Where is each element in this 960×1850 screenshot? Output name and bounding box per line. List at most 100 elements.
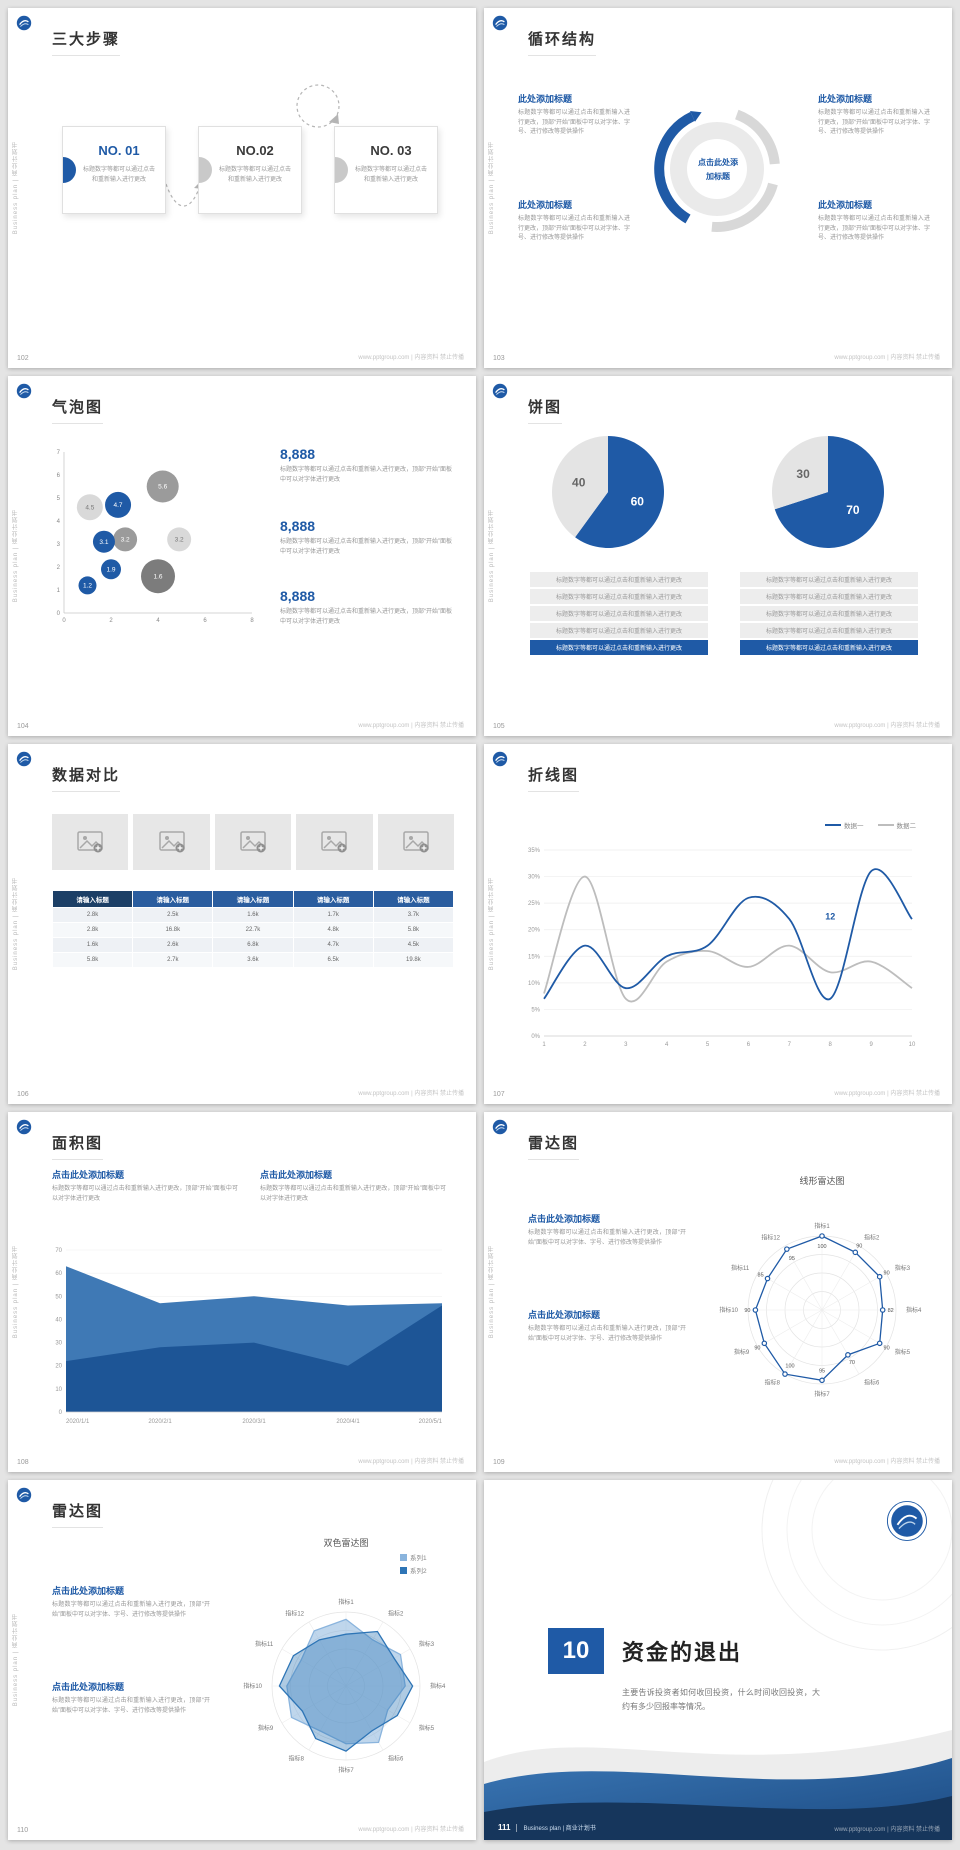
svg-text:20: 20 <box>55 1364 62 1370</box>
picture-icon <box>77 831 103 853</box>
image-placeholder <box>214 814 292 870</box>
step-number: NO. 01 <box>98 143 140 158</box>
slide-title: 循环结构 <box>528 28 597 56</box>
slide-107-line-chart[interactable]: Business plan | 商业计划书 折线图 数据一 数据二 0% 5% 10… <box>484 744 952 1104</box>
svg-text:指标6: 指标6 <box>388 1755 404 1763</box>
section-heading-row: 10 资金的退出 <box>548 1628 742 1674</box>
cycle-diagram <box>654 109 780 233</box>
svg-text:3.2: 3.2 <box>121 537 130 544</box>
svg-text:指标1: 指标1 <box>338 1598 354 1606</box>
page-number: 109 <box>493 1459 505 1466</box>
step-box-1: NO. 01 标题数字等都可以通过点击和重新输入进行更改 <box>62 126 166 214</box>
legend-swatch-icon <box>825 824 841 826</box>
svg-text:2020/2/1: 2020/2/1 <box>148 1419 172 1425</box>
page-number: 111 <box>498 1823 511 1832</box>
slide-108-area-chart[interactable]: Business plan | 商业计划书 面积图 点击此处添加标题 标题数字等… <box>8 1112 476 1472</box>
svg-text:20%: 20% <box>528 928 541 934</box>
slide-110-radar-dual[interactable]: Business plan | 商业计划书 雷达图 点击此处添加标题 标题数字等… <box>8 1480 476 1840</box>
side-brand-label: Business plan | 商业计划书 <box>489 877 495 971</box>
svg-text:40: 40 <box>572 475 586 489</box>
step-marker-icon <box>199 157 212 183</box>
cycle-center-title: 点击此处添加标题 <box>698 158 738 181</box>
slide-102-three-steps[interactable]: Business plan | 商业计划书 三大步骤 NO. 01 标题数字等都… <box>8 8 476 368</box>
svg-text:1.9: 1.9 <box>106 567 115 574</box>
footer-site-text: www.pptgroup.com | 内容资料 禁止传播 <box>358 1827 464 1833</box>
caption-bars-right: 标题数字等都可以通过点击和重新输入进行更改 标题数字等都可以通过点击和重新输入进… <box>740 572 918 655</box>
svg-text:2: 2 <box>109 618 113 624</box>
radar-chart-line: 指标1 指标2 指标3 指标4 指标5 指标6 指标7 指标8 指标9 指标10 指标11 指标12 1… <box>719 1222 922 1398</box>
svg-text:2: 2 <box>57 565 61 571</box>
legend-swatch-icon <box>877 824 894 826</box>
svg-text:6: 6 <box>747 1042 751 1048</box>
svg-text:60: 60 <box>631 495 645 509</box>
step-text: 标题数字等都可以通过点击和重新输入进行更改 <box>218 167 291 184</box>
svg-text:2020/5/1: 2020/5/1 <box>419 1419 443 1425</box>
svg-text:25%: 25% <box>528 901 541 907</box>
cover-waves-decoration <box>484 1730 952 1840</box>
svg-text:5%: 5% <box>531 1007 540 1013</box>
side-strip: Business plan | 商业计划书 <box>8 744 23 1104</box>
svg-text:4: 4 <box>57 519 61 525</box>
side-brand-label: Business plan | 商业计划书 <box>489 509 495 603</box>
picture-icon <box>403 831 429 853</box>
side-brand-label: Business plan | 商业计划书 <box>489 141 495 235</box>
svg-text:指标9: 指标9 <box>734 1348 750 1356</box>
slide-title: 雷达图 <box>52 1500 104 1528</box>
radar-chart-dual: 指标1 指标2 指标3 指标4 指标5 指标6 指标7 指标8 指标9 指标10 指标11 指标12 <box>243 1598 446 1774</box>
caption-bars-left: 标题数字等都可以通过点击和重新输入进行更改 标题数字等都可以通过点击和重新输入进… <box>530 572 708 655</box>
legend-label: 数据二 <box>896 823 917 830</box>
slide-103-cycle[interactable]: Business plan | 商业计划书 循环结构 点击此处添加标题 此处添加… <box>484 8 952 368</box>
block-title: 点击此处添加标题 <box>52 1170 125 1180</box>
side-brand-label: Business plan | 商业计划书 <box>13 877 19 971</box>
svg-text:9: 9 <box>869 1042 873 1048</box>
slide-title: 面积图 <box>52 1132 104 1160</box>
cycle-block-top-right: 此处添加标题 标题数字等都可以通过点击和重新输入进行更改，顶部“开始”面板中可以… <box>818 92 930 138</box>
svg-text:35%: 35% <box>528 848 541 854</box>
footer-site-text: www.pptgroup.com | 内容资料 禁止传播 <box>834 1091 940 1097</box>
svg-text:40: 40 <box>55 1317 62 1323</box>
slide-105-pie-charts[interactable]: Business plan | 商业计划书 饼图 60 40 70 30 标题数字等… <box>484 376 952 736</box>
svg-text:0: 0 <box>57 611 61 617</box>
image-placeholder <box>377 814 455 870</box>
radar-legend: 系列1 系列2 <box>400 1552 427 1575</box>
block-body: 标题数字等都可以通过点击和重新输入进行更改，顶部“开始”面板中可以对字体、字号、… <box>818 216 930 242</box>
block-title: 此处添加标题 <box>518 94 573 104</box>
side-strip: Business plan | 商业计划书 <box>8 376 23 736</box>
section-number: 10 <box>548 1628 604 1674</box>
svg-text:3: 3 <box>624 1042 628 1048</box>
side-brand-label: Business plan | 商业计划书 <box>13 1245 19 1339</box>
svg-text:5: 5 <box>706 1042 710 1048</box>
side-strip: Business plan | 商业计划书 <box>484 1112 499 1472</box>
block-body: 标题数字等都可以通过点击和重新输入进行更改，顶部“开始”面板中可以对字体、字号、… <box>528 1230 686 1246</box>
block-body: 标题数字等都可以通过点击和重新输入进行更改，顶部“开始”面板中可以对字体、字号、… <box>52 1602 210 1618</box>
block-body: 标题数字等都可以通过点击和重新输入进行更改，顶部“开始”面板中可以对字体、字号、… <box>528 1326 686 1342</box>
radar-heading-1: 点击此处添加标题 标题数字等都可以通过点击和重新输入进行更改，顶部“开始”面板中… <box>52 1584 210 1620</box>
block-title: 此处添加标题 <box>818 200 873 210</box>
svg-text:指标8: 指标8 <box>765 1379 781 1387</box>
side-brand-label: Business plan | 商业计划书 <box>13 509 19 603</box>
svg-text:2020/4/1: 2020/4/1 <box>336 1419 360 1425</box>
text-bar-highlight: 标题数字等都可以通过点击和重新输入进行更改 <box>530 640 708 655</box>
radar-heading-2: 点击此处添加标题 标题数字等都可以通过点击和重新输入进行更改，顶部“开始”面板中… <box>528 1308 686 1344</box>
svg-text:指标7: 指标7 <box>338 1766 354 1774</box>
svg-text:5.6: 5.6 <box>158 484 167 491</box>
slide-109-radar-line[interactable]: Business plan | 商业计划书 雷达图 点击此处添加标题 标题数字等… <box>484 1112 952 1472</box>
image-placeholder <box>133 814 210 870</box>
footer-site-text: www.pptgroup.com | 内容资料 禁止传播 <box>834 1459 940 1465</box>
svg-text:指标10: 指标10 <box>719 1306 738 1314</box>
footer-site-text: www.pptgroup.com | 内容资料 禁止传播 <box>358 1091 464 1097</box>
line-chart-legend: 数据一 数据二 <box>825 820 916 830</box>
slide-106-data-comparison[interactable]: Business plan | 商业计划书 数据对比 请输入标题 请输入标题 请输入… <box>8 744 476 1104</box>
svg-text:指标12: 指标12 <box>285 1609 304 1617</box>
svg-text:指标2: 指标2 <box>864 1233 880 1241</box>
stat-value: 8,888 <box>280 588 316 604</box>
svg-text:85: 85 <box>758 1273 764 1279</box>
svg-text:1.6: 1.6 <box>153 573 162 580</box>
svg-text:12: 12 <box>825 911 835 921</box>
slide-104-bubble-chart[interactable]: Business plan | 商业计划书 气泡图 0 1 2 3 4 5 6 7 0 2 4 6 8 4… <box>8 376 476 736</box>
footer-site-text: www.pptgroup.com | 内容资料 禁止传播 <box>358 355 464 361</box>
side-strip: Business plan | 商业计划书 <box>8 1480 23 1840</box>
slide-111-section-cover[interactable]: 10 资金的退出 主要告诉投资者如何收回投资，什么时间收回投资，大约有多少回报率… <box>484 1480 952 1840</box>
page-number: 103 <box>493 355 505 362</box>
